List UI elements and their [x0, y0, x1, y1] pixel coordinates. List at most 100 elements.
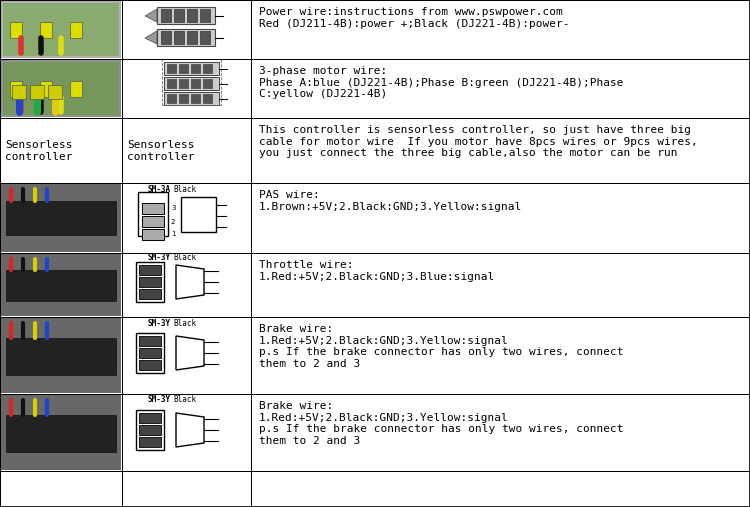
Bar — [203, 79, 212, 88]
Bar — [187, 31, 197, 44]
Bar — [0, 59, 122, 118]
Bar — [1, 184, 121, 252]
Bar — [161, 9, 171, 22]
Bar — [191, 79, 200, 88]
Text: 3: 3 — [171, 205, 176, 211]
Bar — [30, 85, 44, 99]
Text: 3-phase motor wire:
Phase A:blue (DJ221-4B);Phase B:green (DJ221-4B);Phase
C:yel: 3-phase motor wire: Phase A:blue (DJ221-… — [259, 66, 623, 99]
Bar — [181, 197, 216, 232]
Bar — [203, 94, 212, 103]
Bar — [142, 203, 164, 214]
Bar — [174, 31, 184, 44]
Bar — [10, 22, 22, 38]
Bar — [40, 81, 52, 97]
Bar — [139, 425, 161, 435]
Bar — [0, 317, 122, 394]
Text: SM-3Y: SM-3Y — [148, 254, 170, 263]
Bar — [179, 64, 188, 73]
Polygon shape — [176, 265, 204, 299]
Bar — [251, 59, 750, 118]
Bar — [142, 229, 164, 240]
Text: Black: Black — [173, 318, 196, 328]
Bar — [191, 64, 200, 73]
Bar — [179, 79, 188, 88]
Bar — [10, 81, 22, 97]
Bar — [3, 62, 119, 115]
Bar — [1, 395, 121, 470]
Bar — [0, 471, 122, 507]
Bar — [0, 183, 122, 253]
Bar — [139, 277, 161, 287]
Bar — [70, 22, 82, 38]
Bar — [200, 31, 210, 44]
Bar — [138, 192, 168, 236]
Bar — [122, 253, 251, 317]
Bar — [251, 183, 750, 253]
Bar — [139, 348, 161, 358]
Bar — [139, 289, 161, 299]
Text: SM-3A: SM-3A — [148, 185, 170, 194]
Text: Brake wire:
1.Red:+5V;2.Black:GND;3.Yellow:signal
p.s If the brake connector has: Brake wire: 1.Red:+5V;2.Black:GND;3.Yell… — [259, 401, 623, 446]
Bar — [142, 216, 164, 227]
Bar — [251, 0, 750, 59]
Bar — [139, 437, 161, 447]
Bar — [0, 118, 122, 183]
Bar — [179, 94, 188, 103]
Bar — [6, 338, 116, 375]
Bar — [1, 60, 121, 117]
Text: Black: Black — [173, 254, 196, 263]
Bar — [40, 22, 52, 38]
Bar — [122, 317, 251, 394]
Bar — [139, 413, 161, 423]
Text: Power wire:instructions from www.pswpower.com
Red (DJ211-4B):power +;Black (DJ22: Power wire:instructions from www.pswpowe… — [259, 7, 569, 28]
Bar — [251, 317, 750, 394]
Bar — [1, 60, 121, 117]
Bar — [251, 253, 750, 317]
Text: 1: 1 — [171, 232, 176, 237]
Bar — [157, 7, 215, 24]
Text: SM-3Y: SM-3Y — [148, 395, 170, 405]
Bar — [187, 9, 197, 22]
Bar — [167, 94, 176, 103]
Text: SM-3Y: SM-3Y — [148, 318, 170, 328]
Text: Sensorless
controller: Sensorless controller — [127, 140, 194, 162]
Bar — [122, 394, 251, 471]
Bar — [136, 333, 164, 373]
Bar — [136, 410, 164, 450]
Bar — [0, 394, 122, 471]
Bar — [122, 471, 251, 507]
Bar — [251, 394, 750, 471]
Bar — [1, 318, 121, 393]
Bar — [162, 59, 221, 105]
Bar — [122, 0, 251, 59]
Bar — [122, 59, 251, 118]
Bar — [157, 29, 215, 46]
Bar — [203, 64, 212, 73]
Bar — [3, 3, 119, 56]
Bar — [161, 31, 171, 44]
Bar — [12, 85, 26, 99]
Bar — [6, 270, 116, 301]
Bar — [167, 64, 176, 73]
Bar — [48, 85, 62, 99]
Bar — [164, 92, 219, 105]
Bar — [164, 62, 219, 75]
Bar — [139, 336, 161, 346]
Bar — [122, 183, 251, 253]
Bar — [3, 62, 119, 115]
Bar — [164, 77, 219, 90]
Bar — [200, 9, 210, 22]
Bar — [139, 360, 161, 370]
Text: PAS wire:
1.Brown:+5V;2.Black:GND;3.Yellow:signal: PAS wire: 1.Brown:+5V;2.Black:GND;3.Yell… — [259, 190, 522, 211]
Bar — [1, 1, 121, 58]
Text: Sensorless
controller: Sensorless controller — [5, 140, 73, 162]
Bar — [70, 81, 82, 97]
Bar — [0, 0, 122, 59]
Bar — [251, 118, 750, 183]
Text: 2: 2 — [171, 219, 176, 225]
Bar — [136, 262, 164, 302]
Polygon shape — [145, 9, 157, 22]
Bar — [174, 9, 184, 22]
Bar — [139, 265, 161, 275]
Bar — [251, 471, 750, 507]
